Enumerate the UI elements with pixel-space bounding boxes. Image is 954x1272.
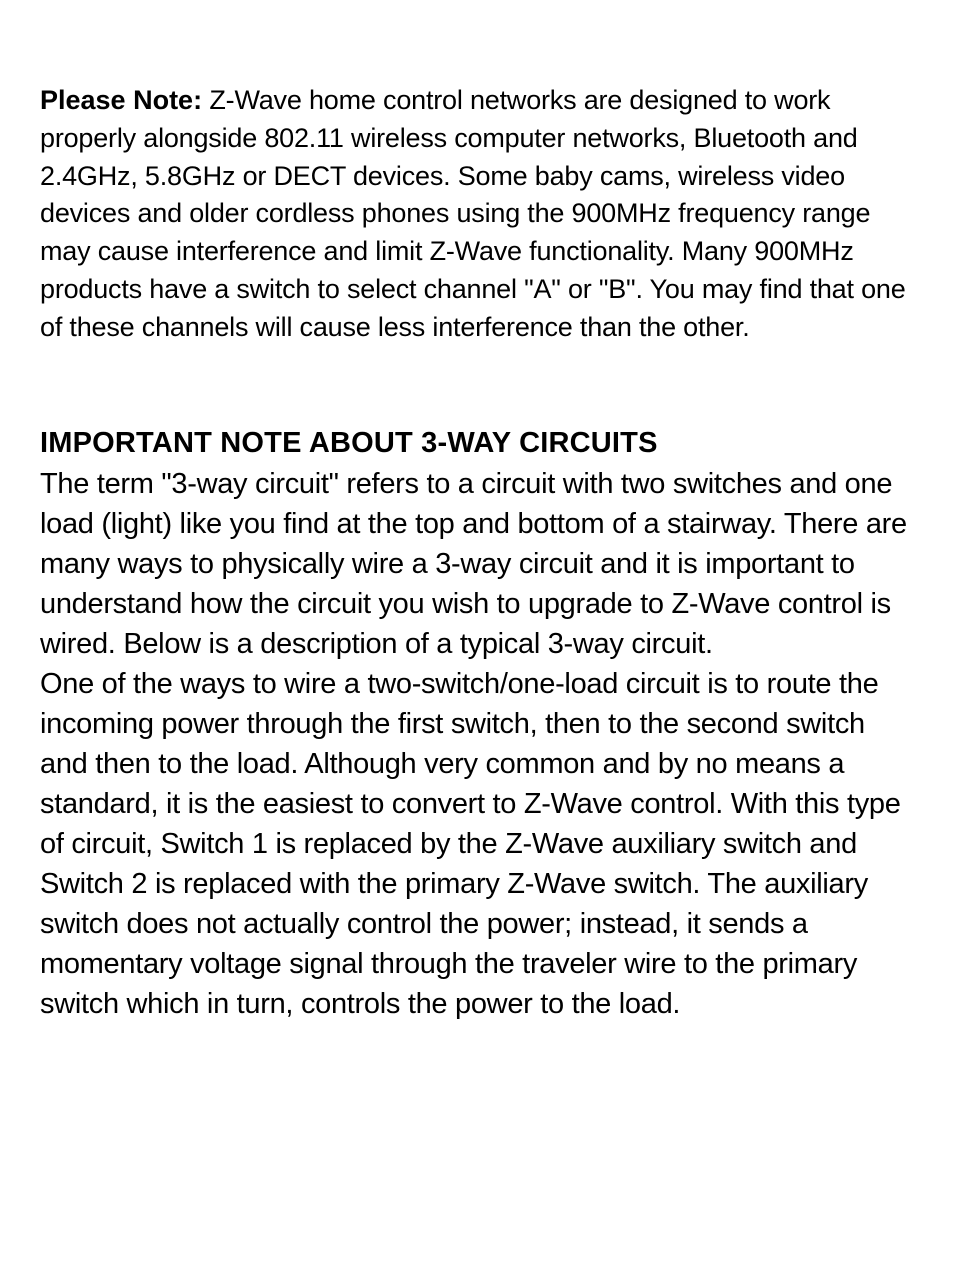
paragraph-2: One of the ways to wire a two-switch/one…: [40, 664, 914, 1024]
three-way-circuits-section: IMPORTANT NOTE ABOUT 3-WAY CIRCUITS The …: [40, 427, 914, 1024]
please-note-section: Please Note: Z-Wave home control network…: [40, 82, 914, 347]
note-paragraph: Please Note: Z-Wave home control network…: [40, 82, 914, 347]
section-heading: IMPORTANT NOTE ABOUT 3-WAY CIRCUITS: [40, 427, 914, 460]
note-text: Z-Wave home control networks are designe…: [40, 85, 906, 342]
note-label: Please Note:: [40, 85, 202, 115]
paragraph-1: The term "3-way circuit" refers to a cir…: [40, 464, 914, 664]
